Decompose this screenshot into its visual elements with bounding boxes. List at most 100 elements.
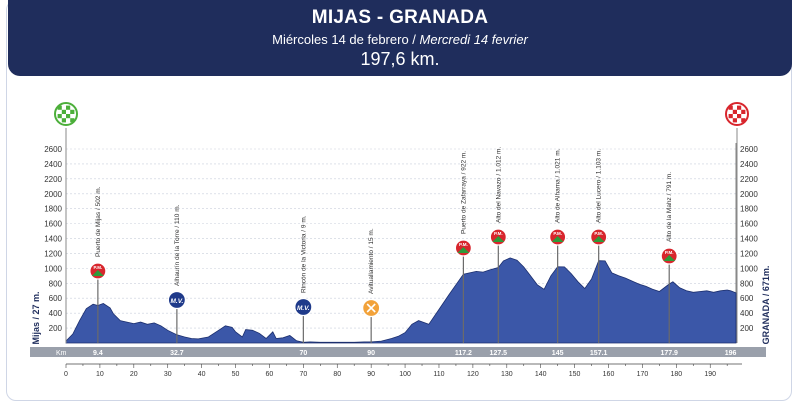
- y-tick-label-left: 2200: [44, 175, 62, 184]
- y-tick-label-right: 2000: [740, 190, 758, 199]
- y-tick-label-right: 400: [740, 309, 754, 318]
- finish-town-label: GRANADA / 671m.: [761, 266, 771, 345]
- y-tick-label-right: 2200: [740, 175, 758, 184]
- mountain-icon: [592, 236, 605, 242]
- checker-square: [70, 109, 75, 114]
- y-tick-label-left: 200: [49, 324, 63, 333]
- y-tick-label-left: 2400: [44, 160, 62, 169]
- mountain-icon: [492, 236, 505, 242]
- x-tick-label: 130: [501, 371, 513, 378]
- y-tick-label-left: 1200: [44, 249, 62, 258]
- km-marker-label: 157.1: [590, 350, 608, 357]
- y-tick-label-left: 600: [49, 294, 63, 303]
- y-tick-label-left: 1400: [44, 235, 62, 244]
- x-tick-label: 190: [704, 371, 716, 378]
- x-tick-label: 120: [467, 371, 479, 378]
- x-tick-label: 140: [535, 371, 547, 378]
- x-tick-label: 100: [399, 371, 411, 378]
- x-tick-label: 60: [266, 371, 274, 378]
- km-marker-label: 196: [725, 350, 737, 357]
- checker-square: [61, 118, 66, 123]
- y-tick-label-left: 2000: [44, 190, 62, 199]
- y-tick-label-right: 1200: [740, 249, 758, 258]
- y-tick-label-right: 600: [740, 294, 754, 303]
- sprint-name-label: Rincón de la Victoria / 9 m.: [300, 215, 307, 293]
- x-tick-label: 90: [367, 371, 375, 378]
- km-marker-label: 177.9: [660, 350, 678, 357]
- y-tick-label-left: 1600: [44, 220, 62, 229]
- mountain-icon: [457, 247, 470, 253]
- stage-date-es: Miércoles 14 de febrero /: [272, 32, 420, 47]
- y-tick-label-right: 800: [740, 279, 754, 288]
- y-tick-label-right: 1800: [740, 205, 758, 214]
- x-tick-label: 180: [670, 371, 682, 378]
- mountain-icon: [551, 236, 564, 242]
- x-tick-label: 150: [569, 371, 581, 378]
- x-tick-label: 80: [333, 371, 341, 378]
- checker-square: [66, 105, 71, 110]
- checker-square: [732, 118, 737, 123]
- y-tick-label-right: 1600: [740, 220, 758, 229]
- km-marker-label: 70: [299, 350, 307, 357]
- x-tick-label: 70: [299, 371, 307, 378]
- x-tick-label: 30: [164, 371, 172, 378]
- y-tick-label-right: 1000: [740, 264, 758, 273]
- km-marker-bar: [30, 347, 766, 357]
- gpm-marker-text: P.M.: [665, 250, 674, 255]
- start-town-label: Mijas / 27 m.: [31, 291, 41, 344]
- x-tick-label: 0: [64, 371, 68, 378]
- checker-square: [70, 118, 75, 123]
- y-tick-label-right: 200: [740, 324, 754, 333]
- x-tick-label: 20: [130, 371, 138, 378]
- y-tick-label-left: 400: [49, 309, 63, 318]
- gpm-marker-text: P.M.: [459, 242, 468, 247]
- mountain-icon: [91, 270, 104, 276]
- finish-flag-icon: [725, 102, 749, 343]
- x-tick-label: 110: [433, 371, 444, 378]
- y-tick-label-left: 1000: [44, 264, 62, 273]
- start-flag-icon: [54, 102, 78, 343]
- sprint-name-label: Alhaurín de la Torre / 110 m.: [174, 204, 181, 286]
- stage-date-fr: Mercredi 14 fevrier: [419, 32, 528, 47]
- x-tick-label: 10: [96, 371, 104, 378]
- y-tick-label-left: 800: [49, 279, 63, 288]
- mountain-icon: [663, 255, 676, 261]
- gpm-marker-text: P.M.: [94, 265, 103, 270]
- stage-distance: 197,6 km.: [360, 49, 440, 69]
- climb-name-label: Alto del Lucero / 1.103 m.: [596, 149, 603, 223]
- y-tick-label-left: 2600: [44, 145, 62, 154]
- y-tick-label-right: 2400: [740, 160, 758, 169]
- km-header-label: Km: [56, 350, 67, 357]
- x-tick-label: 40: [198, 371, 206, 378]
- mv-marker-icon: [167, 290, 186, 310]
- checker-square: [741, 109, 746, 114]
- mv-marker-text: M.V.: [297, 305, 310, 312]
- gpm-marker-text: P.M.: [494, 231, 503, 236]
- checker-square: [732, 109, 737, 114]
- x-tick-label: 160: [603, 371, 615, 378]
- checker-square: [728, 114, 733, 119]
- stage-date: Miércoles 14 de febrero / Mercredi 14 fe…: [8, 32, 792, 47]
- x-tick-label: 170: [637, 371, 649, 378]
- mv-marker-icon: [294, 297, 313, 317]
- gpm-marker-text: P.M.: [594, 231, 603, 236]
- y-tick-label-left: 1800: [44, 205, 62, 214]
- y-tick-label-right: 2600: [740, 145, 758, 154]
- checker-square: [57, 114, 62, 119]
- checker-square: [66, 114, 71, 119]
- stage-header: MIJAS - GRANADA Miércoles 14 de febrero …: [8, 0, 792, 76]
- elevation-area: [65, 257, 737, 344]
- km-marker-label: 90: [367, 350, 375, 357]
- checker-square: [57, 105, 62, 110]
- feed-name-label: Avituallamiento / 15 m.: [368, 228, 375, 294]
- checker-square: [61, 109, 66, 114]
- km-marker-label: 117.2: [455, 350, 472, 357]
- checker-square: [737, 114, 742, 119]
- checker-square: [728, 105, 733, 110]
- km-marker-label: 32.7: [170, 350, 184, 357]
- km-marker-label: 145: [552, 350, 564, 357]
- stage-title: MIJAS - GRANADA: [311, 7, 489, 28]
- mv-marker-text: M.V.: [170, 298, 183, 305]
- checker-square: [741, 118, 746, 123]
